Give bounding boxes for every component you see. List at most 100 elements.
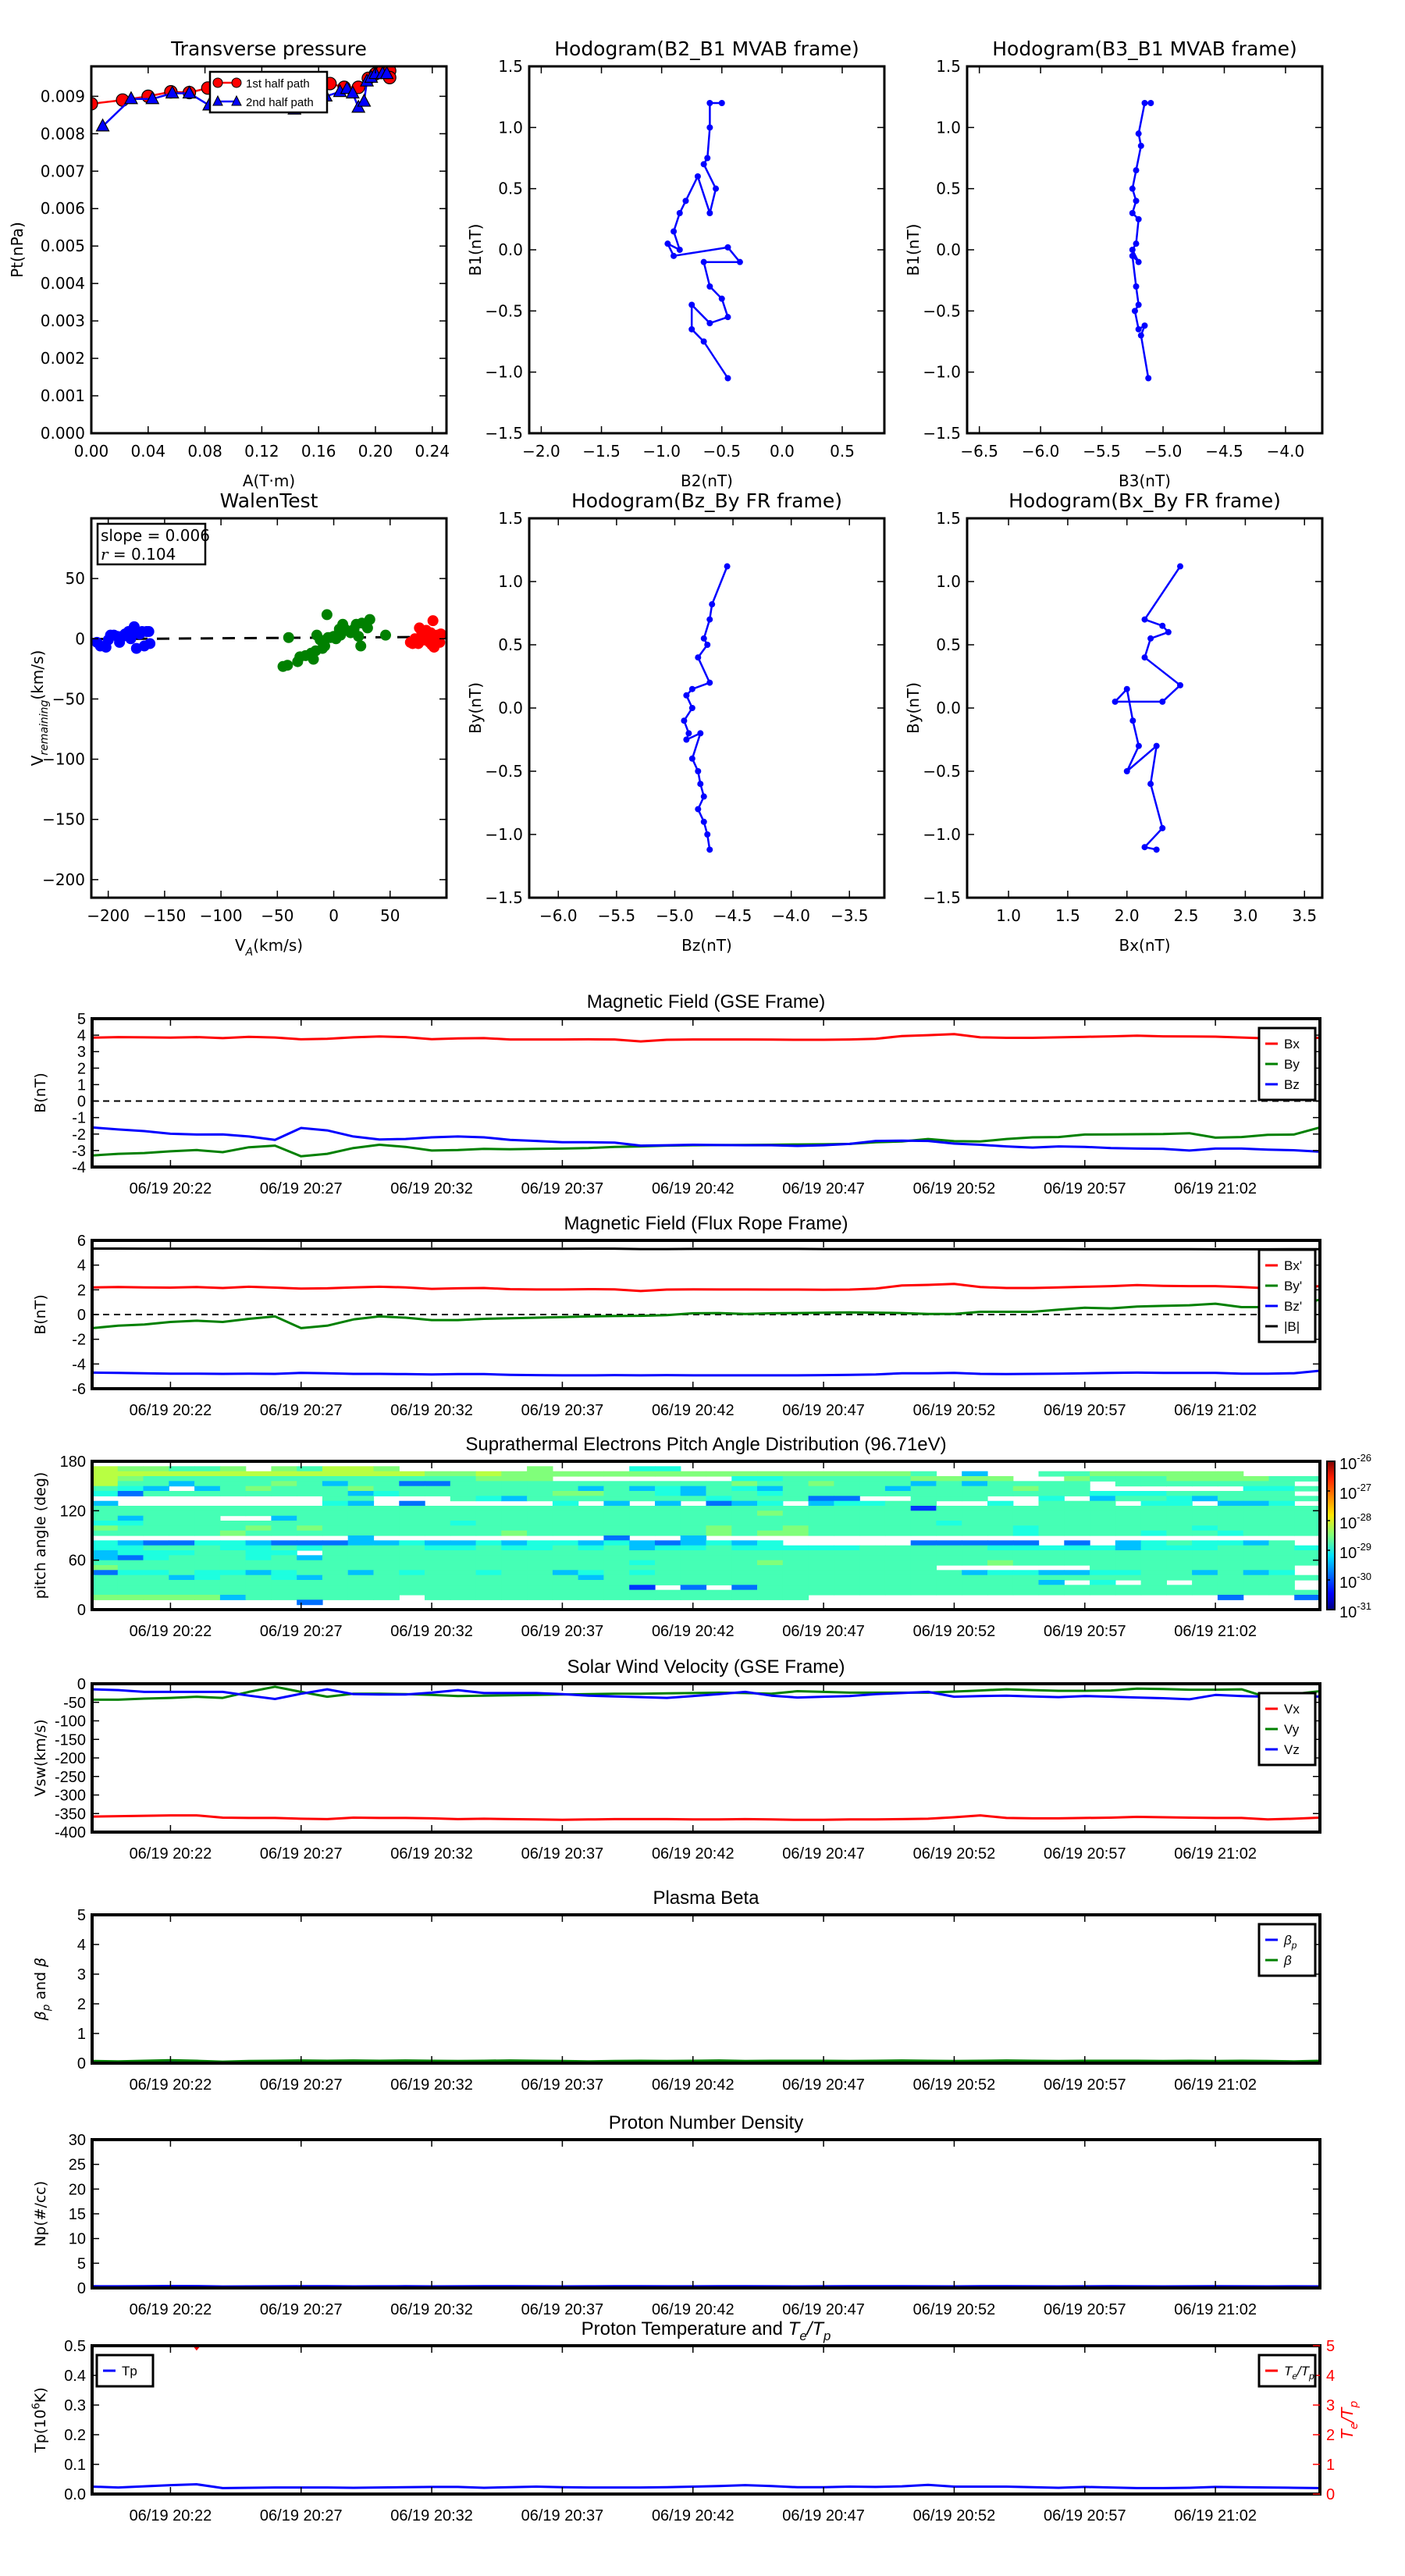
x-tick-label: −4.0 (772, 906, 810, 925)
heatmap-cell (117, 1574, 144, 1581)
heatmap-cell (552, 1515, 579, 1521)
heatmap-cell (169, 1525, 195, 1532)
y-tick-label: -50 (63, 1695, 86, 1712)
heatmap-cell (194, 1560, 221, 1566)
heatmap-cell (808, 1471, 834, 1477)
heatmap-cell (399, 1485, 425, 1492)
heatmap-cell (884, 1485, 912, 1492)
heatmap-cell (92, 1570, 119, 1576)
heatmap-cell (297, 1476, 323, 1482)
x-tick-label: 06/19 20:42 (652, 1845, 735, 1863)
heatmap-cell (834, 1481, 860, 1487)
heatmap-cell (219, 1481, 247, 1487)
heatmap-cell (962, 1481, 988, 1487)
x-tick-label: 0.12 (244, 442, 279, 461)
heatmap-cell (1012, 1530, 1040, 1536)
data-point (700, 793, 707, 800)
x-tick-label: 06/19 20:47 (782, 2507, 865, 2524)
y-axis-label-part: p (41, 2005, 53, 2012)
heatmap-cell (757, 1471, 784, 1477)
plot-area (92, 1247, 1320, 1377)
heatmap-cell (501, 1496, 528, 1502)
y-tick-label: 0.0 (64, 2486, 86, 2503)
heatmap-cell (629, 1466, 656, 1472)
data-point (95, 118, 110, 132)
heatmap-cell (450, 1580, 477, 1585)
x-tick-label: 06/19 20:32 (390, 2076, 473, 2094)
x-tick-label: −5.5 (1083, 442, 1121, 461)
heatmap-cell (1064, 1589, 1090, 1596)
heatmap-cell (501, 1521, 528, 1526)
heatmap-cell (1166, 1500, 1193, 1507)
heatmap-cell (1268, 1589, 1295, 1596)
heatmap-cell (399, 1506, 425, 1511)
y-tick-label: 2 (77, 1996, 86, 2013)
y-tick-label: 0 (77, 1094, 86, 1111)
y-axis-label-part: K) (32, 2387, 49, 2403)
heatmap-cell (603, 1555, 630, 1561)
heatmap-cell (399, 1500, 425, 1507)
heatmap-cell (271, 1491, 297, 1496)
heatmap-cell (859, 1570, 886, 1576)
heatmap-cell (1140, 1585, 1167, 1591)
heatmap-cell (219, 1585, 247, 1591)
colorbar-tick-exp: -31 (1357, 1600, 1371, 1612)
legend-label-part: β (1283, 1933, 1292, 1948)
y-tick-label: 0.3 (64, 2397, 86, 2414)
heatmap-cell (936, 1521, 962, 1526)
heatmap-cell (1217, 1525, 1244, 1532)
y-tick-label: -200 (55, 1750, 86, 1767)
data-point (685, 730, 692, 737)
plot-area (1129, 100, 1154, 382)
heatmap-cell (1064, 1515, 1090, 1521)
heatmap-cell (782, 1491, 809, 1496)
heatmap-cell (834, 1500, 860, 1507)
heatmap-cell (936, 1585, 962, 1591)
heatmap-cell (706, 1589, 732, 1596)
y-tick-label: 25 (69, 2157, 86, 2174)
series-line (92, 2285, 1320, 2288)
heatmap-cell (347, 1565, 375, 1571)
heatmap-cell (1192, 1589, 1218, 1596)
plot-area (1112, 563, 1183, 853)
heatmap-cell (475, 1521, 502, 1526)
data-point (182, 85, 197, 99)
y-tick-label: 0.0 (936, 699, 961, 717)
heatmap-cell (782, 1510, 809, 1517)
heatmap-cell (578, 1525, 604, 1532)
heatmap-cell (475, 1525, 502, 1532)
y-tick-label: 0.006 (41, 199, 85, 218)
scatter-point (355, 640, 367, 652)
heatmap-cell (501, 1506, 528, 1511)
heatmap-cell (910, 1515, 937, 1521)
heatmap-cell (271, 1481, 297, 1487)
heatmap-cell (219, 1466, 247, 1472)
heatmap-cell (169, 1555, 195, 1561)
heatmap-cell (143, 1540, 169, 1546)
legend-label: β (1283, 1953, 1292, 1968)
heatmap-cell (219, 1580, 247, 1585)
heatmap-cell (450, 1471, 477, 1477)
heatmap-cell (1140, 1496, 1167, 1502)
heatmap-cell (655, 1515, 681, 1521)
x-tick-label: 1.5 (1055, 906, 1080, 925)
heatmap-cell (169, 1530, 195, 1536)
legend-label: Bz (1284, 1077, 1300, 1092)
x-tick-label: 06/19 20:57 (1044, 1623, 1126, 1640)
y-tick-label: 0 (75, 629, 85, 648)
heatmap-cell (92, 1476, 119, 1482)
heatmap-cell (706, 1525, 732, 1532)
heatmap-cell (834, 1589, 860, 1596)
heatmap-cell (1166, 1521, 1193, 1526)
heatmap-cell (1243, 1510, 1270, 1517)
heatmap-cell (1217, 1540, 1244, 1546)
heatmap-cell (782, 1550, 809, 1556)
heatmap-cell (501, 1580, 528, 1585)
heatmap-cell (1294, 1545, 1320, 1551)
legend-label-part: T (1284, 2364, 1293, 2379)
heatmap-cell (169, 1540, 195, 1546)
heatmap-cell (884, 1471, 912, 1477)
y-tick-label: −150 (42, 810, 85, 829)
heatmap-cell (603, 1510, 630, 1517)
heatmap-cell (475, 1550, 502, 1556)
